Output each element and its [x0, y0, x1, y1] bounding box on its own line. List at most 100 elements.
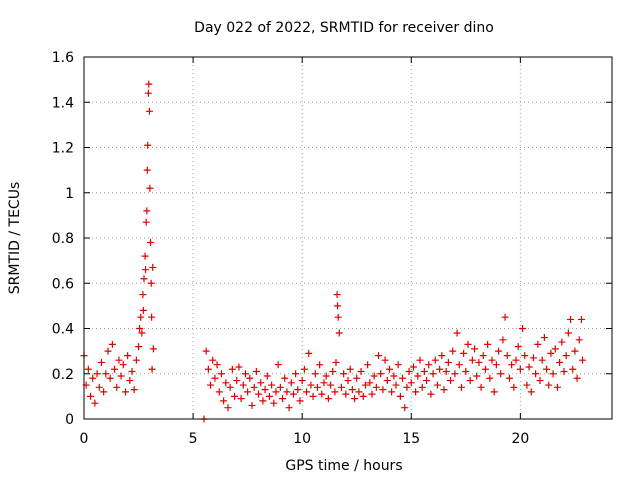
data-point-plus: [309, 392, 317, 400]
data-point-plus: [396, 392, 404, 400]
data-point-plus: [519, 325, 527, 332]
data-point-plus: [265, 392, 273, 400]
data-point-plus: [135, 343, 143, 351]
data-point-plus: [145, 80, 153, 88]
data-point-plus: [274, 361, 282, 369]
data-point-plus: [298, 377, 306, 385]
data-point-plus: [276, 383, 284, 391]
data-point-plus: [124, 352, 132, 360]
data-point-plus: [130, 386, 138, 394]
data-point-plus: [357, 367, 365, 375]
x-tick-label: 20: [511, 431, 529, 447]
data-point-plus: [523, 381, 531, 389]
data-point-plus: [270, 399, 278, 407]
data-point-plus: [283, 388, 291, 396]
data-point-plus: [394, 361, 402, 369]
data-point-plus: [473, 372, 481, 380]
data-point-plus: [381, 356, 389, 364]
data-point-plus: [261, 386, 269, 394]
data-point-plus: [224, 404, 232, 412]
data-point-plus: [564, 329, 572, 337]
data-point-plus: [521, 352, 529, 360]
data-point-plus: [294, 386, 302, 394]
data-point-plus: [516, 365, 524, 373]
data-point-plus: [355, 388, 363, 396]
data-point-plus: [416, 356, 424, 364]
data-point-plus: [460, 349, 468, 357]
data-point-plus: [453, 329, 461, 337]
data-point-plus: [108, 340, 116, 348]
data-point-plus: [289, 390, 297, 398]
data-point-plus: [479, 352, 487, 360]
data-point-plus: [142, 218, 150, 226]
data-point-plus: [449, 347, 457, 355]
data-point-plus: [503, 352, 511, 360]
data-point-plus: [527, 388, 535, 396]
data-point-plus: [579, 356, 587, 364]
data-point-plus: [351, 395, 359, 403]
data-point-plus: [468, 356, 476, 364]
data-point-plus: [231, 392, 239, 400]
data-point-plus: [91, 399, 99, 407]
data-point-plus: [217, 370, 225, 378]
data-point-plus: [495, 347, 503, 355]
data-point-plus: [300, 365, 308, 373]
data-point-plus: [334, 302, 342, 310]
data-point-plus: [95, 383, 103, 391]
data-point-plus: [405, 367, 413, 375]
data-point-plus: [87, 392, 95, 400]
data-point-plus: [403, 383, 411, 391]
data-point-plus: [346, 365, 354, 373]
data-point-plus: [427, 390, 435, 398]
data-point-plus: [146, 184, 154, 192]
data-point-plus: [121, 388, 129, 396]
data-point-plus: [348, 386, 356, 394]
data-point-plus: [571, 347, 579, 355]
data-point-plus: [543, 365, 551, 373]
data-point-plus: [136, 325, 144, 332]
data-point-plus: [401, 404, 409, 412]
data-point-plus: [505, 374, 513, 382]
data-point-plus: [268, 381, 276, 389]
data-point-plus: [143, 166, 151, 174]
data-point-plus: [307, 381, 315, 389]
data-point-plus: [322, 372, 330, 380]
data-point-plus: [327, 381, 335, 389]
data-point-plus: [486, 374, 494, 382]
data-point-plus: [549, 370, 557, 378]
data-point-plus: [287, 379, 295, 387]
data-point-plus: [558, 338, 566, 346]
data-point-plus: [334, 313, 342, 321]
data-point-plus: [429, 370, 437, 378]
data-point-plus: [368, 390, 376, 398]
plot-frame: [83, 56, 613, 420]
data-point-plus: [255, 390, 263, 398]
data-point-plus: [215, 388, 223, 396]
data-point-plus: [492, 361, 500, 369]
data-point-plus: [390, 372, 398, 380]
data-point-plus: [534, 340, 542, 348]
data-point-plus: [252, 367, 260, 375]
data-point-plus: [149, 345, 157, 353]
data-point-plus: [144, 89, 152, 97]
data-point-plus: [222, 379, 230, 387]
y-tick-label: 0.6: [52, 276, 74, 292]
chart-title: Day 022 of 2022, SRMTID for receiver din…: [194, 20, 494, 36]
data-point-plus: [239, 381, 247, 389]
data-point-plus: [237, 395, 245, 403]
y-tick-label: 1.6: [52, 50, 74, 66]
data-point-plus: [111, 365, 119, 373]
y-tick-label: 0.2: [52, 367, 74, 383]
data-point-plus: [407, 379, 415, 387]
data-point-plus: [272, 388, 280, 396]
data-point-plus: [377, 370, 385, 378]
data-point-plus: [143, 207, 151, 215]
y-tick-label: 0: [65, 412, 74, 428]
data-point-plus: [372, 383, 380, 391]
data-point-plus: [508, 361, 516, 369]
data-point-plus: [464, 340, 472, 348]
data-point-plus: [285, 404, 293, 412]
data-point-plus: [361, 381, 369, 389]
data-point-plus: [353, 374, 361, 382]
